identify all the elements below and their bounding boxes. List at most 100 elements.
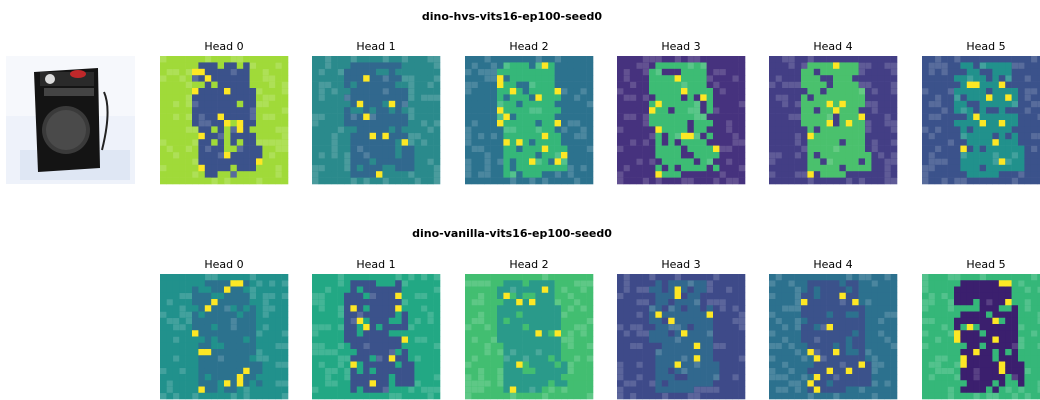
map-cell [954,114,961,121]
map-cell [237,293,244,300]
map-cell [935,62,942,69]
map-cell [338,299,345,306]
map-cell [548,82,555,89]
map-cell [389,75,396,82]
map-cell [230,368,237,375]
map-cell [814,94,821,101]
map-cell [344,133,351,140]
head-label: Head 5 [966,40,1005,53]
map-cell [516,152,523,159]
map-cell [795,368,802,375]
map-cell [655,69,662,76]
map-cell [338,158,345,165]
map-cell [282,274,289,281]
map-cell [243,330,250,337]
map-cell [205,158,212,165]
map-cell [357,318,364,325]
map-cell [871,393,878,400]
map-cell [973,152,980,159]
map-cell [357,62,364,69]
map-cell [1012,133,1019,140]
map-cell [434,107,441,114]
map-cell [350,393,357,400]
map-cell [325,337,332,344]
map-cell [675,330,682,337]
map-cell [363,330,370,337]
map-cell [739,171,746,178]
map-cell [775,318,782,325]
map-cell [484,312,491,319]
map-cell [331,312,338,319]
map-cell [1024,355,1031,362]
map-cell [478,293,485,300]
map-cell [344,107,351,114]
map-cell [160,274,167,281]
map-cell [827,330,834,337]
map-cell [713,101,720,108]
map-cell [574,82,581,89]
map-cell [434,293,441,300]
map-cell [992,146,999,153]
map-cell [363,94,370,101]
map-cell [649,171,656,178]
map-cell [884,305,891,312]
map-cell [198,139,205,146]
map-cell [237,393,244,400]
map-cell [282,324,289,331]
map-cell [465,152,472,159]
map-cell [478,133,485,140]
map-cell [282,69,289,76]
map-cell [555,280,562,287]
map-cell [516,368,523,375]
map-cell [980,293,987,300]
map-cell [630,75,637,82]
map-cell [434,330,441,337]
map-cell [395,107,402,114]
map-cell [218,305,225,312]
map-cell [160,165,167,172]
map-cell [465,94,472,101]
map-cell [636,69,643,76]
map-cell [795,126,802,133]
map-cell [617,355,624,362]
map-cell [935,312,942,319]
map-cell [662,349,669,356]
map-cell [878,178,885,185]
map-cell [555,94,562,101]
map-cell [719,62,726,69]
map-cell [675,56,682,63]
map-cell [788,324,795,331]
attention-map [160,56,288,184]
map-cell [865,107,872,114]
map-cell [523,349,530,356]
map-cell [382,56,389,63]
map-cell [402,287,409,294]
map-cell [471,133,478,140]
map-cell [935,349,942,356]
map-cell [269,293,276,300]
map-cell [668,101,675,108]
map-cell [357,312,364,319]
map-cell [427,355,434,362]
map-cell [630,305,637,312]
map-cell [960,75,967,82]
map-cell [986,88,993,95]
map-cell [775,178,782,185]
map-cell [687,393,694,400]
map-cell [865,293,872,300]
map-cell [948,126,955,133]
map-cell [662,324,669,331]
map-cell [471,324,478,331]
map-cell [636,280,643,287]
map-cell [884,299,891,306]
map-cell [655,387,662,394]
map-cell [814,75,821,82]
map-cell [160,152,167,159]
map-cell [814,114,821,121]
map-cell [250,75,257,82]
map-cell [523,362,530,369]
map-cell [820,88,827,95]
map-cell [179,139,186,146]
map-cell [574,114,581,121]
map-cell [363,133,370,140]
